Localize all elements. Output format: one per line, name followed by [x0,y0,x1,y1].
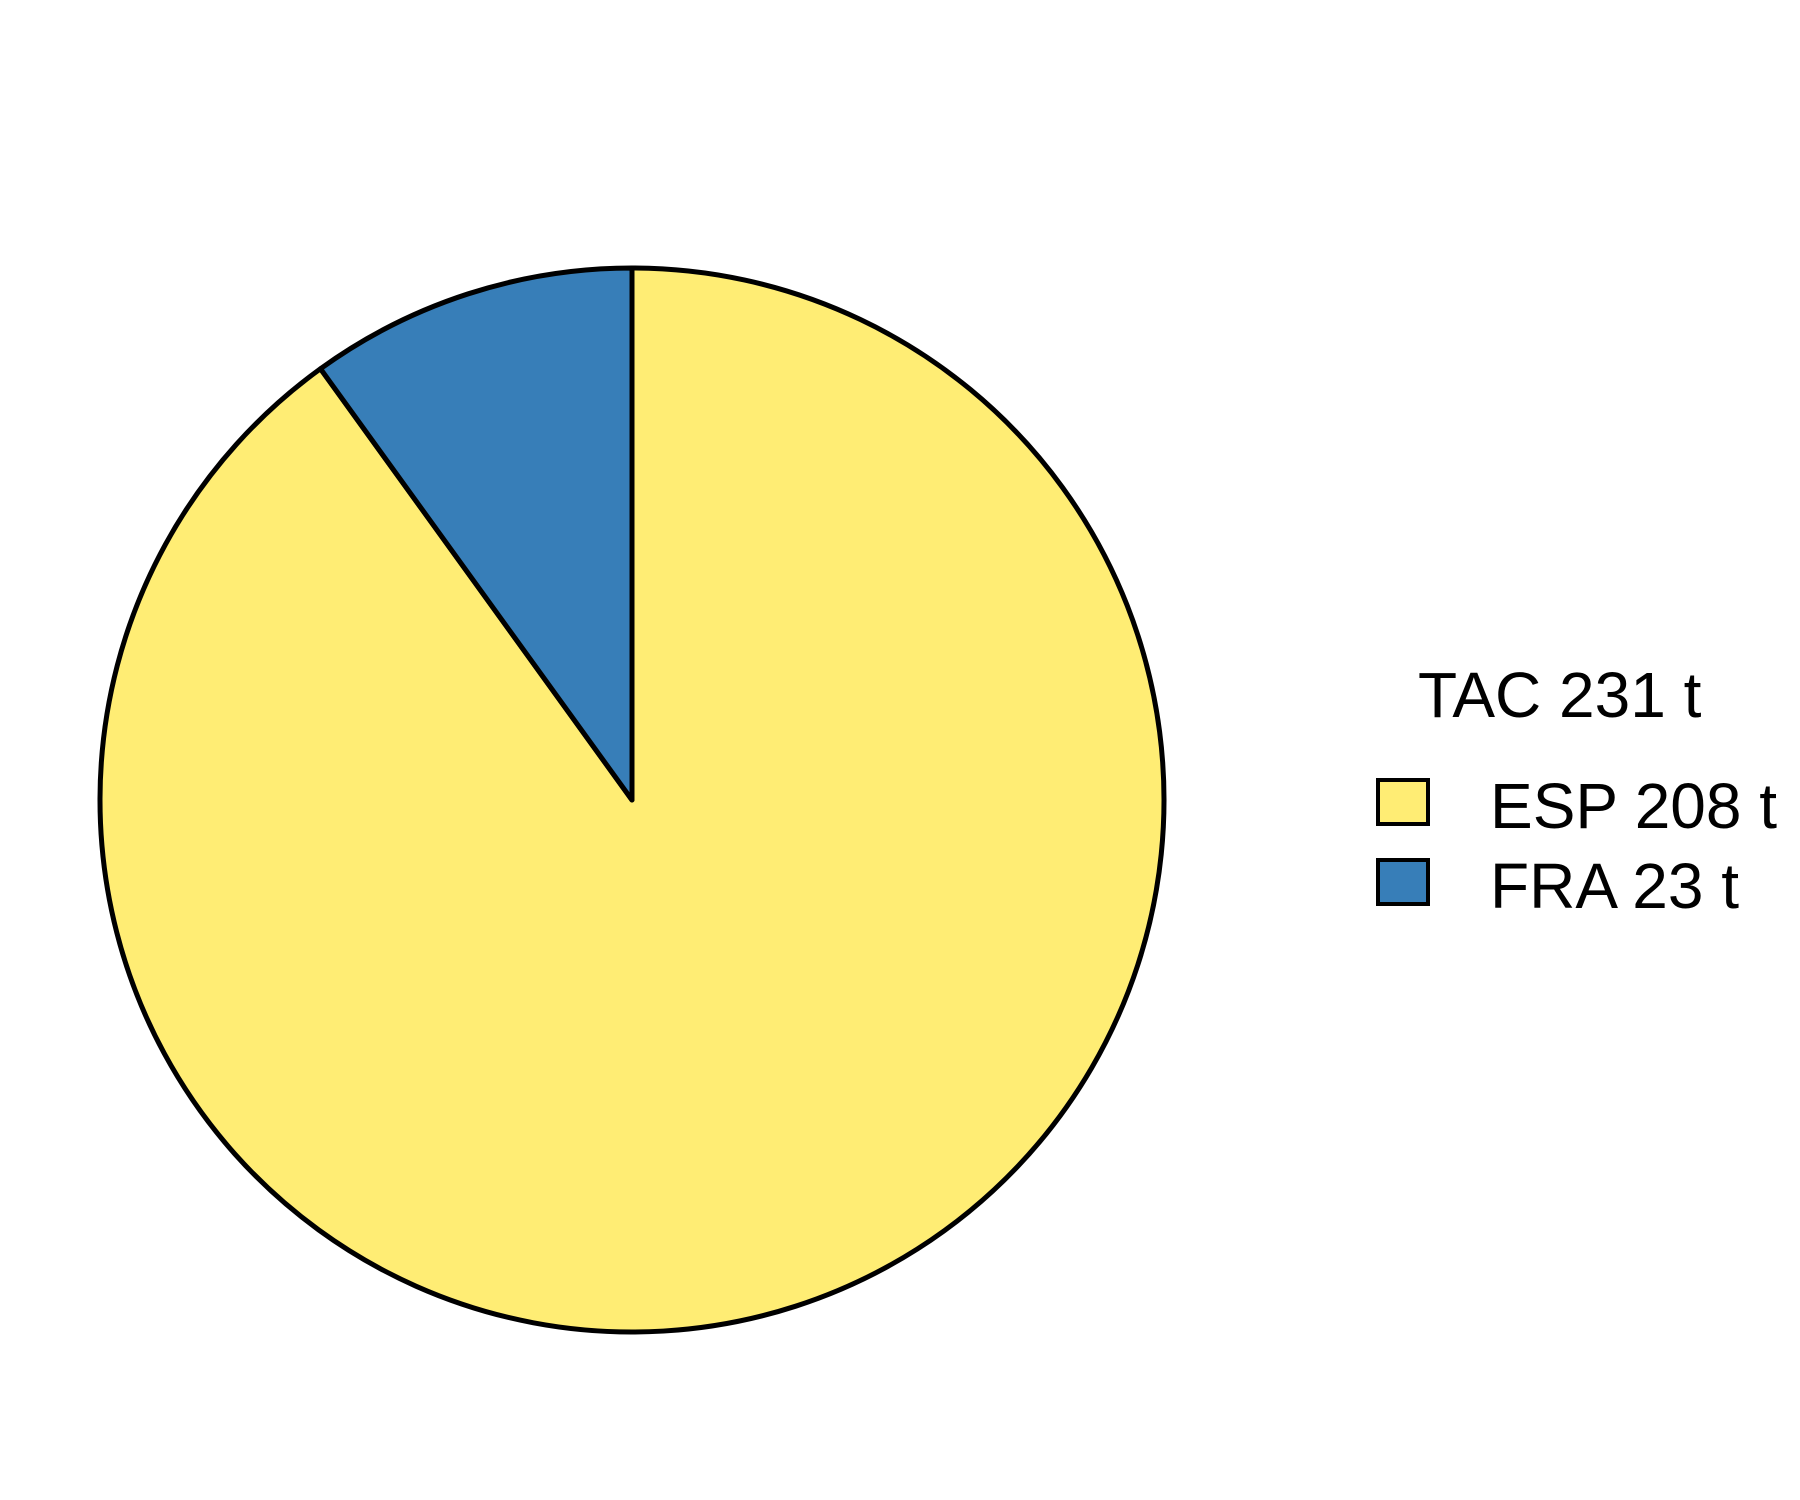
legend-item-esp: ESP 208 t [1376,770,1777,842]
legend-label-fra: FRA 23 t [1490,850,1739,922]
pie-slice-fra [317,265,635,803]
legend-swatch-esp [1376,778,1430,826]
legend-item-fra: FRA 23 t [1376,850,1739,922]
legend: TAC 231 t ESP 208 t FRA 23 t [1376,659,1777,922]
pie-slices [97,265,1167,1335]
legend-swatch-fra [1376,858,1430,906]
legend-title: TAC 231 t [1418,659,1702,731]
legend-label-esp: ESP 208 t [1490,770,1777,842]
